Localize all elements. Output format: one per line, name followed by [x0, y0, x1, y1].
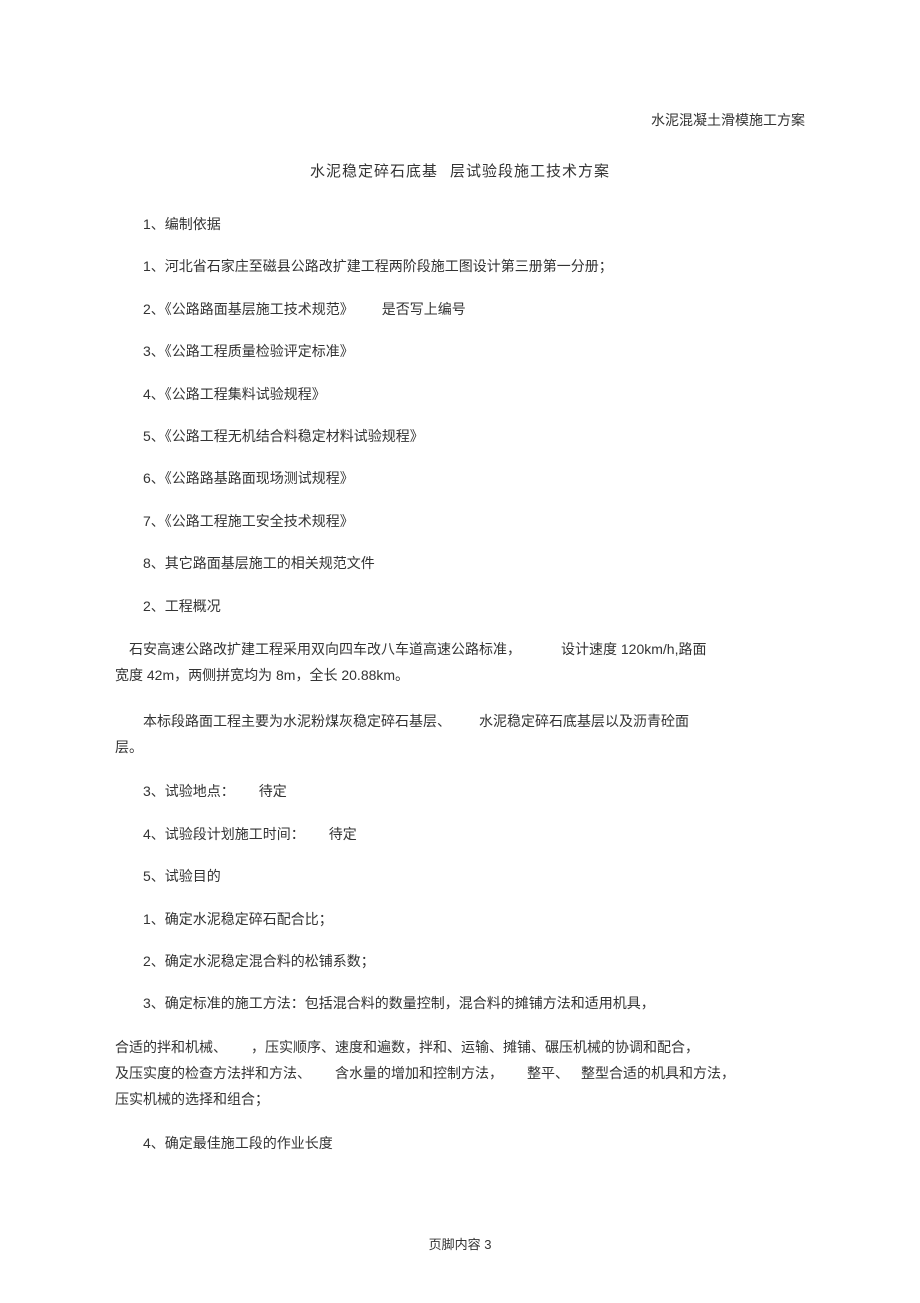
- para-9: 8、其它路面基层施工的相关规范文件: [115, 552, 805, 574]
- para-14: 4、试验段计划施工时间： 待定: [115, 823, 805, 845]
- para-18: 3、确定标准的施工方法：包括混合料的数量控制，混合料的摊铺方法和适用机具，: [115, 992, 805, 1014]
- title-part1: 水泥稳定碎石底基: [310, 163, 438, 180]
- para-16: 1、确定水泥稳定碎石配合比；: [115, 908, 805, 930]
- para-12c: 层。: [115, 735, 805, 761]
- para-10: 2、工程概况: [115, 595, 805, 617]
- title-part2: 层试验段施工技术方案: [450, 163, 610, 180]
- para-19d: 含水量的增加和控制方法，: [335, 1065, 503, 1081]
- para-12b: 水泥稳定碎石底基层以及沥青砼面: [479, 713, 689, 729]
- para-14b: 待定: [329, 826, 357, 842]
- para-3a: 2、《公路路面基层施工技术规范》: [143, 301, 354, 317]
- para-19g: 压实机械的选择和组合；: [115, 1091, 269, 1107]
- para-11b: 设计速度 120km/h,路面: [561, 641, 706, 657]
- para-17: 2、确定水泥稳定混合料的松铺系数；: [115, 950, 805, 972]
- para-11a: 石安高速公路改扩建工程采用双向四车改八车道高速公路标准，: [129, 641, 521, 657]
- para-19a: 合适的拌和机械、: [115, 1039, 227, 1055]
- para-20: 4、确定最佳施工段的作业长度: [115, 1132, 805, 1154]
- para-19e: 整平、: [527, 1065, 569, 1081]
- para-19b: ，压实顺序、速度和遍数，拌和、运输、摊铺、碾压机械的协调和配合，: [251, 1039, 699, 1055]
- para-1: 1、编制依据: [115, 213, 805, 235]
- document-title: 水泥稳定碎石底基层试验段施工技术方案: [115, 160, 805, 181]
- para-6: 5、《公路工程无机结合料稳定材料试验规程》: [115, 425, 805, 447]
- header-right-text: 水泥混凝土滑模施工方案: [651, 110, 805, 130]
- para-19: 合适的拌和机械、 ，压实顺序、速度和遍数，拌和、运输、摊铺、碾压机械的协调和配合，…: [115, 1035, 805, 1113]
- para-13: 3、试验地点： 待定: [115, 780, 805, 802]
- para-19c: 及压实度的检查方法拌和方法、: [115, 1065, 311, 1081]
- para-8: 7、《公路工程施工安全技术规程》: [115, 510, 805, 532]
- para-12: 本标段路面工程主要为水泥粉煤灰稳定碎石基层、 水泥稳定碎石底基层以及沥青砼面 层。: [115, 709, 805, 761]
- para-14a: 4、试验段计划施工时间：: [143, 826, 305, 842]
- para-11: 石安高速公路改扩建工程采用双向四车改八车道高速公路标准， 设计速度 120km/h…: [115, 637, 805, 689]
- para-13a: 3、试验地点：: [143, 783, 235, 799]
- para-4: 3、《公路工程质量检验评定标准》: [115, 340, 805, 362]
- para-3b: 是否写上编号: [382, 301, 466, 317]
- para-19f: 整型合适的机具和方法，: [581, 1065, 735, 1081]
- para-7: 6、《公路路基路面现场测试规程》: [115, 467, 805, 489]
- para-11c: 宽度 42m，两侧拼宽均为 8m，全长 20.88km。: [115, 663, 805, 689]
- para-3: 2、《公路路面基层施工技术规范》 是否写上编号: [115, 298, 805, 320]
- para-5: 4、《公路工程集料试验规程》: [115, 383, 805, 405]
- para-12a: 本标段路面工程主要为水泥粉煤灰稳定碎石基层、: [143, 713, 451, 729]
- page-footer: 页脚内容 3: [0, 1234, 920, 1253]
- para-13b: 待定: [259, 783, 287, 799]
- para-2: 1、河北省石家庄至磁县公路改扩建工程两阶段施工图设计第三册第一分册；: [115, 255, 805, 277]
- para-15: 5、试验目的: [115, 865, 805, 887]
